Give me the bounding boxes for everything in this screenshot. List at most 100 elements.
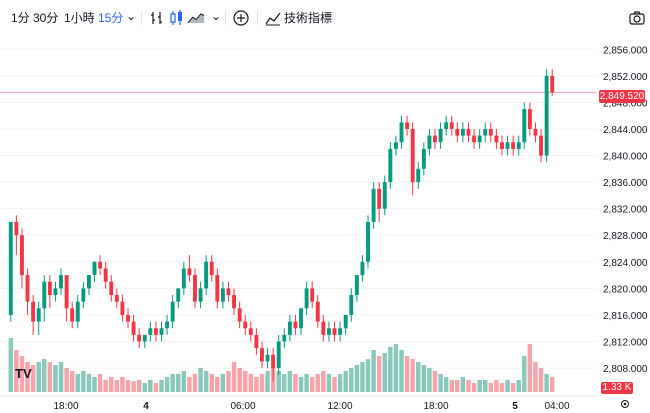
last-price-label: 2,849.520 [599, 90, 645, 103]
volume-bar [499, 383, 505, 392]
candle-body [53, 288, 58, 296]
volume-bar [494, 380, 499, 392]
volume-bar [410, 359, 415, 392]
volume-bar [97, 374, 103, 392]
candle-body [444, 122, 449, 129]
candle-body [126, 314, 130, 322]
candle-body [488, 128, 493, 136]
volume-bar [131, 381, 136, 392]
candle-body [204, 261, 209, 289]
candle-body [416, 168, 421, 183]
volume-bar [215, 377, 220, 392]
volume-bar [187, 377, 192, 392]
candle-body [165, 321, 170, 329]
interval-30m-button[interactable]: 30分 [33, 11, 59, 25]
candle-body [299, 308, 303, 329]
toolbar-divider [141, 11, 142, 25]
indicators-button[interactable]: 技術指標 [284, 11, 333, 25]
candle-body [137, 334, 142, 342]
candle-body [421, 148, 426, 169]
volume-bar [488, 383, 494, 392]
candle-body [399, 122, 404, 143]
volume-bar [81, 371, 86, 392]
volume-bar [109, 377, 114, 392]
volume-bar [337, 374, 343, 392]
tradingview-logo: TV [15, 366, 32, 381]
candle-body [282, 334, 287, 342]
candle-body [494, 135, 499, 143]
volume-bar [53, 365, 58, 392]
bar-chart-style-icon[interactable] [148, 9, 166, 27]
indicators-icon[interactable] [264, 9, 282, 27]
volume-bar [69, 371, 75, 392]
volume-bar [438, 374, 443, 392]
candle-body [42, 281, 47, 309]
candles-chart-style-icon[interactable] [168, 9, 186, 27]
compare-add-icon[interactable] [232, 9, 250, 27]
volume-bar [86, 374, 92, 392]
candle-body [310, 288, 315, 302]
volume-bar [388, 347, 393, 392]
volume-bar [404, 356, 410, 392]
volume-bar [58, 362, 64, 392]
volume-bar [371, 350, 376, 392]
candle-body [304, 288, 309, 309]
volume-bar [449, 380, 454, 392]
volume-bar [293, 374, 298, 392]
candlesticks [8, 69, 555, 382]
candle-body [410, 128, 415, 183]
price-tick-label: 2,824.000 [603, 258, 648, 269]
interval-1h-button[interactable]: 1小時 [64, 11, 95, 25]
volume-bar [416, 362, 421, 392]
settings-gear-icon[interactable] [619, 398, 631, 410]
volume-bar [42, 359, 47, 392]
toolbar-divider [257, 11, 258, 25]
volume-bar [421, 365, 427, 392]
candle-body [142, 334, 147, 342]
interval-dropdown-chevron-icon[interactable]: ⌄ [126, 9, 137, 23]
interval-15m-button[interactable]: 15分 [98, 11, 124, 25]
candle-body [70, 308, 75, 322]
candle-body [254, 334, 259, 349]
volume-bar [315, 374, 321, 392]
volume-bar [276, 371, 281, 392]
candle-body [8, 221, 13, 315]
volume-bar [164, 377, 170, 392]
price-tick-label: 2,836.000 [603, 178, 648, 189]
candle-body [433, 135, 437, 143]
candle-body [25, 275, 30, 302]
time-tick-label: 5 [512, 401, 518, 412]
candle-body [388, 148, 393, 183]
candle-body [198, 288, 203, 302]
chart-style-dropdown-chevron-icon[interactable]: ⌄ [211, 9, 222, 23]
volume-bar [393, 344, 399, 392]
time-tick-label: 06:00 [230, 401, 255, 412]
volume-bar [103, 380, 108, 392]
candle-body [326, 328, 331, 335]
volume-bar [265, 371, 270, 392]
volume-bar [220, 374, 226, 392]
candle-body [332, 328, 337, 335]
camera-screenshot-icon[interactable] [628, 9, 646, 27]
candle-body [36, 308, 41, 322]
price-chart[interactable]: 2,856.000 2,852.000 2,848.000 2,844.000 2,84… [0, 36, 650, 413]
volume-bar [14, 350, 19, 392]
candle-body [477, 135, 482, 143]
candle-body [271, 354, 276, 369]
volume-bar [365, 359, 371, 392]
candle-body [527, 109, 532, 129]
candle-body [170, 301, 175, 322]
volume-bar [443, 377, 449, 392]
time-tick-label: 18:00 [53, 401, 78, 412]
volume-bar [455, 380, 460, 392]
interval-1m-button[interactable]: 1分 [11, 11, 30, 25]
volume-bar [482, 380, 488, 392]
volume-bar [522, 356, 527, 392]
candle-body [293, 321, 298, 329]
volume-bar [427, 368, 432, 392]
candle-body [75, 301, 80, 322]
area-chart-style-icon[interactable] [187, 9, 205, 27]
chart-grid [0, 48, 596, 369]
candle-body [371, 188, 376, 222]
candle-body [393, 142, 398, 149]
